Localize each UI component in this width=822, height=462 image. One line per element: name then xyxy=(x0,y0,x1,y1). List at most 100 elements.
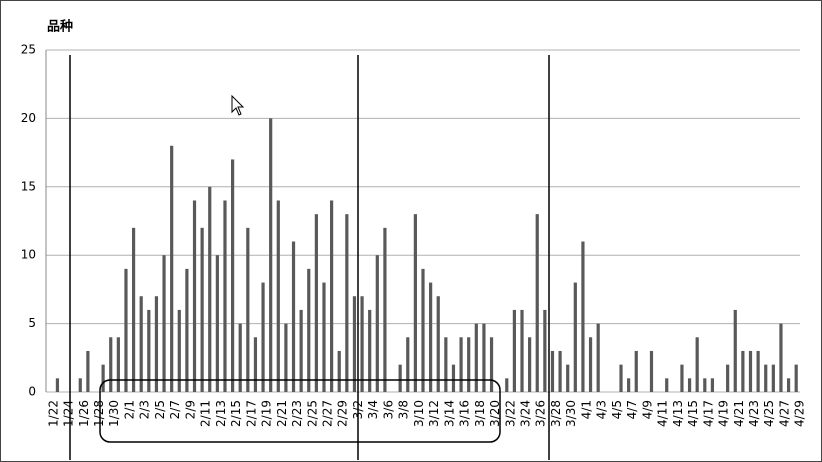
x-tick-label: 2/29 xyxy=(336,400,350,427)
y-tick-label: 20 xyxy=(21,111,36,125)
bar xyxy=(147,309,151,392)
bar xyxy=(109,337,113,392)
bar xyxy=(489,337,494,392)
bar xyxy=(86,350,90,392)
bar xyxy=(528,337,532,392)
bar xyxy=(398,364,402,392)
bar xyxy=(794,364,798,392)
y-tick-label: 10 xyxy=(21,248,36,262)
x-tick-label: 2/5 xyxy=(153,400,167,419)
bar xyxy=(451,364,456,392)
bar xyxy=(665,378,669,392)
bar xyxy=(261,282,265,392)
bar xyxy=(269,118,273,393)
bar xyxy=(246,227,250,392)
x-tick-label: 4/11 xyxy=(656,400,670,427)
bar xyxy=(208,186,212,392)
bar xyxy=(733,309,737,392)
bar xyxy=(337,350,341,392)
bar xyxy=(771,364,775,392)
bar xyxy=(253,337,258,392)
bar xyxy=(459,337,463,392)
bar xyxy=(116,337,120,392)
x-tick-label: 3/24 xyxy=(519,400,533,427)
bar xyxy=(710,378,715,392)
x-tick-label: 3/12 xyxy=(427,400,441,427)
x-tick-label: 1/24 xyxy=(62,400,76,427)
bar xyxy=(139,296,143,392)
bar xyxy=(413,214,417,392)
bar xyxy=(200,227,204,392)
bar xyxy=(330,200,334,392)
x-tick-label: 4/5 xyxy=(610,400,624,419)
x-tick-label: 4/25 xyxy=(762,400,776,427)
bar xyxy=(238,323,242,392)
cursor xyxy=(231,94,245,116)
bar xyxy=(307,268,311,392)
bar xyxy=(436,296,440,392)
bar xyxy=(467,337,471,392)
x-tick-label: 3/18 xyxy=(473,400,487,427)
bar xyxy=(230,159,235,392)
x-tick-label: 4/15 xyxy=(686,400,700,427)
x-tick-label: 2/23 xyxy=(290,400,304,427)
bar xyxy=(444,337,448,392)
bar xyxy=(421,268,425,392)
bar xyxy=(322,282,326,392)
bar xyxy=(55,378,60,392)
bar xyxy=(474,323,478,392)
bar xyxy=(223,200,227,392)
x-tick-label: 2/7 xyxy=(168,400,182,419)
bar xyxy=(764,364,768,392)
x-tick-label: 3/26 xyxy=(534,400,548,427)
x-tick-label: 4/17 xyxy=(701,400,715,427)
bar xyxy=(543,309,547,392)
x-tick-label: 2/15 xyxy=(229,400,243,427)
bar xyxy=(284,323,288,392)
bar xyxy=(124,268,128,392)
x-tick-label: 1/26 xyxy=(77,400,91,427)
x-tick-label: 2/11 xyxy=(199,400,213,427)
x-tick-label: 1/30 xyxy=(107,400,121,427)
bar xyxy=(352,296,357,392)
x-tick-label: 4/27 xyxy=(777,400,791,427)
x-tick-label: 4/19 xyxy=(717,400,731,427)
bar xyxy=(703,378,707,392)
bar xyxy=(680,364,684,392)
x-tick-label: 3/14 xyxy=(442,400,456,427)
bar xyxy=(345,214,349,392)
x-tick-label: 3/6 xyxy=(381,400,395,419)
x-tick-label: 2/9 xyxy=(183,400,197,419)
x-tick-label: 2/3 xyxy=(138,400,152,419)
y-tick-label: 25 xyxy=(21,43,36,57)
bar xyxy=(520,309,524,392)
bar xyxy=(177,309,181,392)
x-tick-label: 3/8 xyxy=(397,400,411,419)
bar xyxy=(154,296,159,392)
bar xyxy=(406,337,410,392)
x-tick-label: 3/30 xyxy=(564,400,578,427)
x-tick-label: 4/13 xyxy=(671,400,685,427)
bar xyxy=(101,364,105,392)
x-tick-label: 2/27 xyxy=(320,400,334,427)
x-tick-label: 1/22 xyxy=(46,400,60,427)
x-tick-label: 4/29 xyxy=(793,400,807,427)
bar xyxy=(383,227,387,392)
x-tick-label: 4/23 xyxy=(747,400,761,427)
bar xyxy=(634,350,638,392)
x-tick-label: 1/28 xyxy=(92,400,106,427)
bar xyxy=(596,323,600,392)
bar xyxy=(78,378,82,392)
x-tick-label: 2/13 xyxy=(214,400,228,427)
x-tick-label: 3/20 xyxy=(488,400,502,427)
bar xyxy=(756,350,760,392)
x-tick-label: 2/19 xyxy=(260,400,274,427)
bar xyxy=(550,350,555,392)
bar xyxy=(291,241,296,392)
y-tick-label: 5 xyxy=(28,316,36,330)
bar xyxy=(566,364,570,392)
annotation-box xyxy=(99,379,501,443)
